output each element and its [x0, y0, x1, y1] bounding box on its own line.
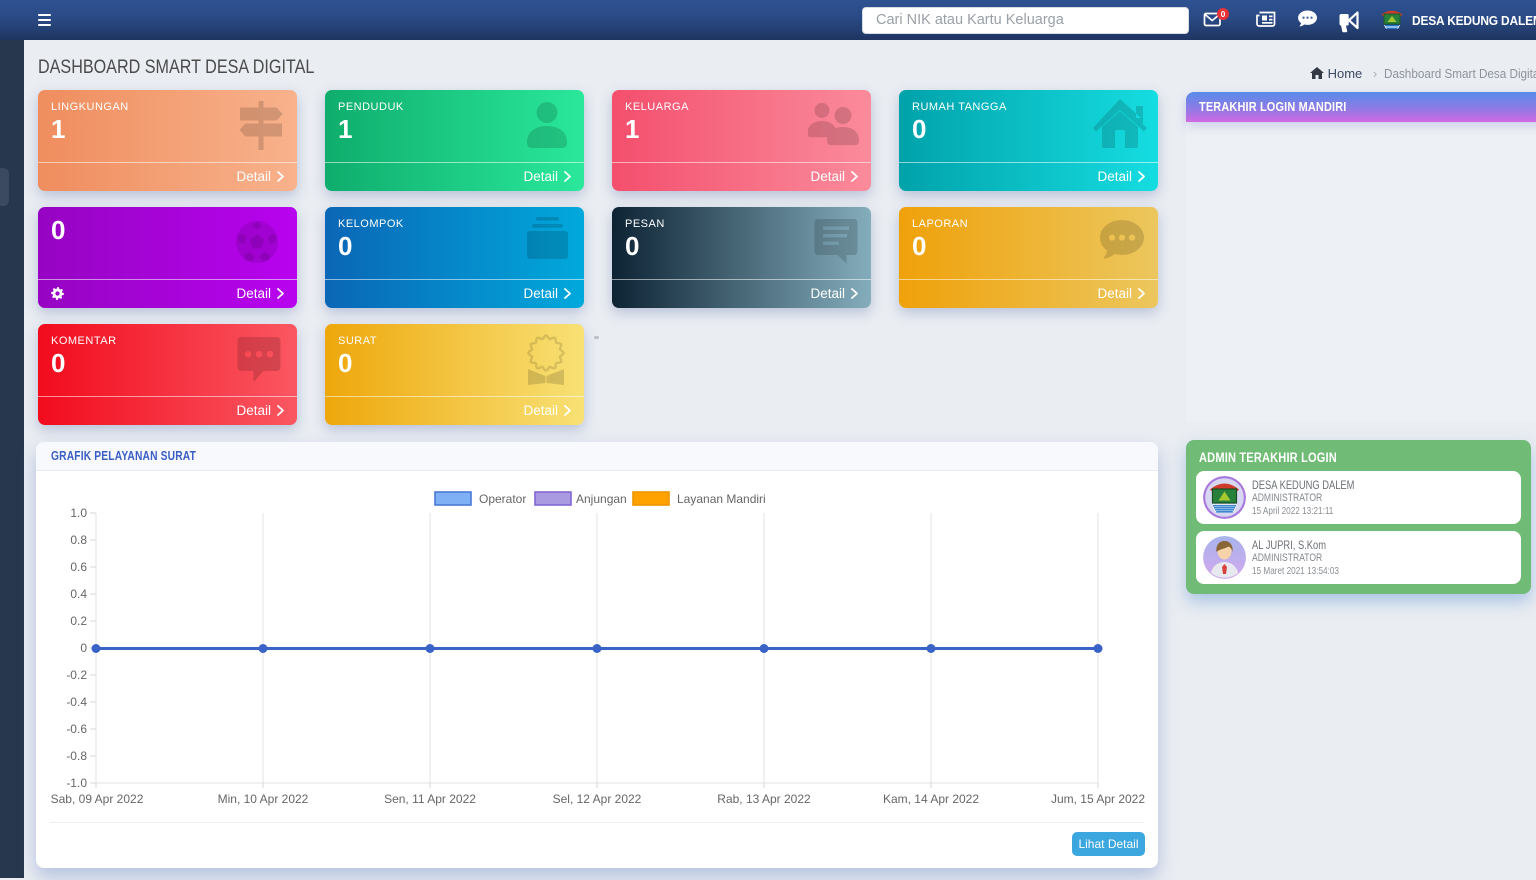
svg-text:0.4: 0.4: [70, 587, 87, 601]
svg-text:Layanan Mandiri: Layanan Mandiri: [677, 492, 766, 506]
svg-text:Rab, 13 Apr 2022: Rab, 13 Apr 2022: [717, 792, 811, 806]
svg-text:Sab, 09 Apr 2022: Sab, 09 Apr 2022: [51, 792, 144, 806]
svg-text:Kam, 14 Apr 2022: Kam, 14 Apr 2022: [883, 792, 979, 806]
svg-text:-0.4: -0.4: [66, 695, 87, 709]
svg-text:-0.6: -0.6: [66, 722, 87, 736]
svg-text:0.8: 0.8: [70, 533, 87, 547]
svg-text:Anjungan: Anjungan: [576, 492, 627, 506]
svg-text:0.6: 0.6: [70, 560, 87, 574]
svg-text:Min, 10 Apr 2022: Min, 10 Apr 2022: [218, 792, 309, 806]
svg-text:Operator: Operator: [479, 492, 526, 506]
svg-text:-0.2: -0.2: [66, 668, 87, 682]
svg-text:Sel, 12 Apr 2022: Sel, 12 Apr 2022: [553, 792, 642, 806]
svg-text:-0.8: -0.8: [66, 749, 87, 763]
svg-text:0.2: 0.2: [70, 614, 87, 628]
svg-text:Jum, 15 Apr 2022: Jum, 15 Apr 2022: [1051, 792, 1145, 806]
svg-text:1.0: 1.0: [70, 506, 87, 520]
svg-text:Sen, 11 Apr 2022: Sen, 11 Apr 2022: [384, 792, 476, 806]
svg-text:-1.0: -1.0: [66, 776, 87, 790]
svg-text:0: 0: [80, 641, 87, 655]
